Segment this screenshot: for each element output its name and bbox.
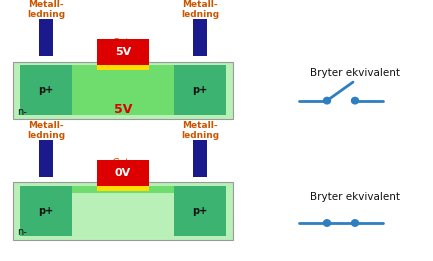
Bar: [39, 19, 53, 56]
Bar: [20, 186, 72, 236]
Text: n-: n-: [17, 227, 27, 237]
Bar: [72, 193, 174, 236]
Bar: [97, 186, 149, 191]
Text: Bryter ekvivalent: Bryter ekvivalent: [310, 192, 400, 202]
Circle shape: [323, 97, 330, 104]
Bar: [193, 19, 207, 56]
Text: Gate: Gate: [111, 38, 135, 48]
Text: 5V: 5V: [115, 48, 131, 57]
Text: p+: p+: [192, 206, 208, 216]
Text: 5V: 5V: [114, 103, 132, 116]
Bar: [97, 39, 149, 66]
Bar: [13, 62, 233, 119]
Text: Metall-
ledning: Metall- ledning: [27, 121, 65, 140]
Bar: [39, 140, 53, 177]
Bar: [174, 186, 226, 236]
Text: Bryter ekvivalent: Bryter ekvivalent: [310, 68, 400, 78]
Text: p+: p+: [192, 85, 208, 96]
Text: Metall-
ledning: Metall- ledning: [181, 121, 219, 140]
Bar: [20, 186, 226, 236]
Text: Metall-
ledning: Metall- ledning: [181, 0, 219, 19]
Bar: [193, 140, 207, 177]
Text: 0V: 0V: [115, 168, 131, 178]
Bar: [174, 66, 226, 115]
Bar: [20, 66, 226, 115]
Circle shape: [352, 97, 359, 104]
Circle shape: [352, 220, 359, 226]
Text: Gate: Gate: [111, 158, 135, 168]
Bar: [13, 182, 233, 240]
Text: Metall-
ledning: Metall- ledning: [27, 0, 65, 19]
Circle shape: [323, 220, 330, 226]
Text: p+: p+: [39, 85, 54, 96]
Text: 5V: 5V: [114, 224, 132, 237]
Bar: [20, 66, 72, 115]
Bar: [97, 160, 149, 186]
Text: n-: n-: [17, 107, 27, 117]
Bar: [97, 66, 149, 70]
Text: p+: p+: [39, 206, 54, 216]
